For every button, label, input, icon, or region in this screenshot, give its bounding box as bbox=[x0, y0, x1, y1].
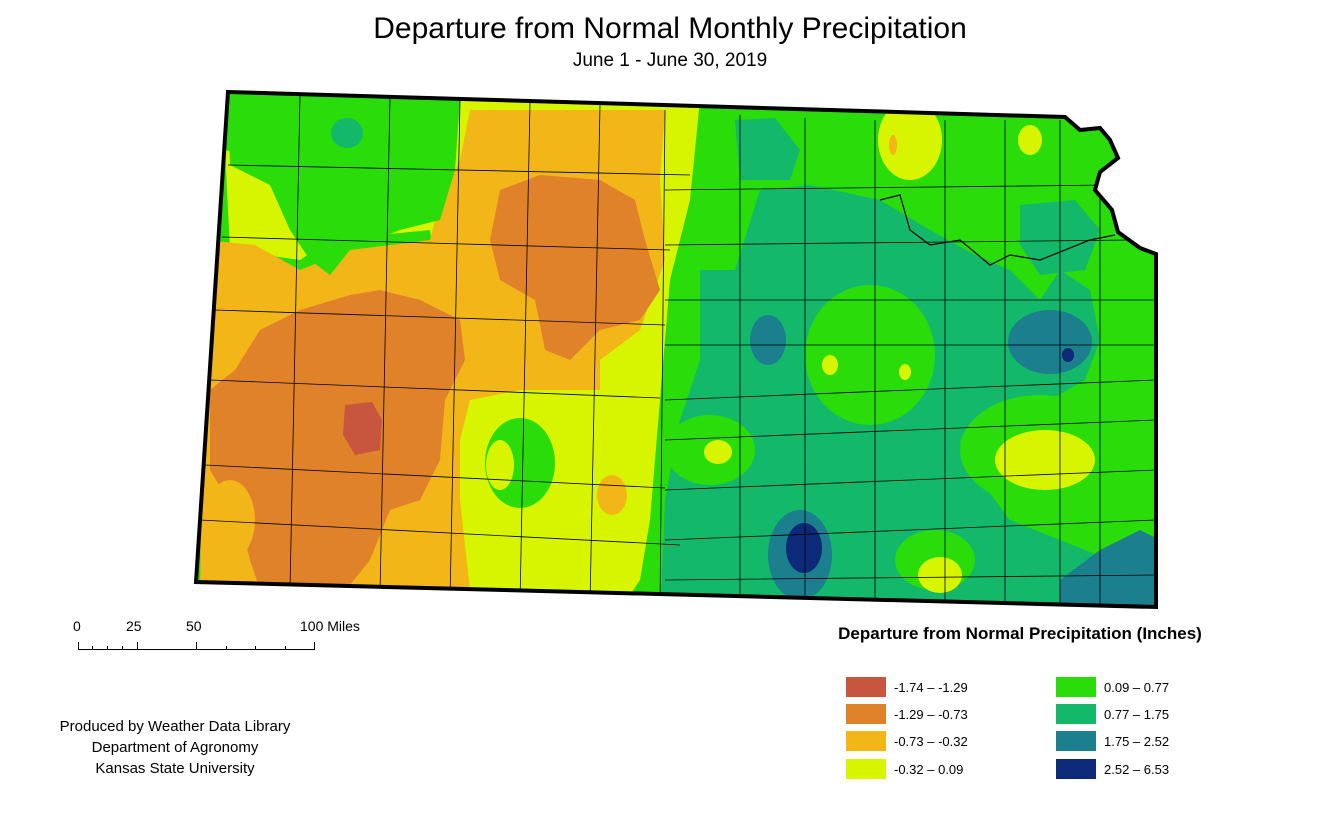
region-orange-north bbox=[490, 175, 660, 360]
region-yg-east-3 bbox=[1018, 125, 1042, 155]
legend-label: -1.29 – -0.73 bbox=[894, 706, 968, 722]
legend-swatch bbox=[846, 677, 886, 697]
legend-swatch bbox=[1056, 677, 1096, 697]
region-yellow-patch-s bbox=[597, 475, 627, 515]
credit-line: Kansas State University bbox=[95, 760, 255, 777]
region-teal-southeast bbox=[1060, 530, 1156, 607]
credits: Produced by Weather Data Library Departm… bbox=[20, 716, 330, 779]
scale-tick bbox=[314, 642, 315, 650]
map-subtitle: June 1 - June 30, 2019 bbox=[572, 50, 768, 71]
legend-swatch bbox=[846, 759, 886, 779]
region-yellow-patch-sw bbox=[205, 480, 255, 560]
legend-label: -0.73 – -0.32 bbox=[894, 733, 968, 749]
legend-swatch bbox=[1056, 759, 1096, 779]
scale-label-50: 50 bbox=[186, 618, 202, 634]
legend-label: -0.32 – 0.09 bbox=[894, 761, 964, 777]
scale-label-25: 25 bbox=[126, 618, 142, 634]
kansas-river bbox=[879, 194, 1116, 266]
region-teal-1 bbox=[750, 315, 786, 365]
legend-swatch bbox=[1056, 704, 1096, 724]
scale-label-100: 100 Miles bbox=[300, 618, 360, 634]
region-orange-southwest bbox=[210, 290, 465, 590]
region-north-teal bbox=[735, 118, 800, 180]
region-teal-2 bbox=[1008, 310, 1092, 374]
region-yg-east-4 bbox=[918, 557, 962, 593]
legend-label: 0.77 – 1.75 bbox=[1104, 706, 1170, 722]
region-red-patch bbox=[343, 402, 382, 455]
county-boundaries bbox=[199, 94, 1156, 607]
legend-item: 0.77 – 1.75 bbox=[1056, 704, 1169, 724]
scale-bar: 0 25 50 100 Miles bbox=[70, 615, 390, 655]
legend-label: 2.52 – 6.53 bbox=[1104, 761, 1170, 777]
legend-item: -0.32 – 0.09 bbox=[846, 759, 963, 779]
legend-label: -1.74 – -1.29 bbox=[894, 679, 968, 695]
scale-minor-tick bbox=[285, 646, 286, 650]
region-yg-east-7 bbox=[899, 364, 911, 380]
legend-item: 0.09 – 0.77 bbox=[1056, 677, 1169, 697]
legend-swatch bbox=[846, 731, 886, 751]
scale-minor-tick bbox=[255, 646, 256, 650]
region-navy-1 bbox=[786, 523, 822, 573]
legend-item: -1.29 – -0.73 bbox=[846, 704, 968, 724]
legend-title: Departure from Normal Precipitation (Inc… bbox=[838, 624, 1202, 643]
region-yg-inner bbox=[486, 440, 514, 490]
legend-label: 1.75 – 2.52 bbox=[1104, 733, 1170, 749]
scale-tick bbox=[78, 642, 79, 650]
region-northwest-green bbox=[228, 92, 460, 275]
legend-item: 1.75 – 2.52 bbox=[1056, 731, 1169, 751]
region-yg-east-5 bbox=[704, 440, 732, 464]
scale-minor-tick bbox=[107, 646, 108, 650]
legend-item: -0.73 – -0.32 bbox=[846, 731, 968, 751]
credit-line: Produced by Weather Data Library bbox=[59, 718, 291, 735]
scale-minor-tick bbox=[122, 646, 123, 650]
legend-item: -1.74 – -1.29 bbox=[846, 677, 968, 697]
region-northwest-teal bbox=[331, 118, 363, 148]
region-central-green bbox=[805, 285, 935, 425]
region-orange-small bbox=[889, 135, 897, 155]
region-yg-east-6 bbox=[822, 355, 838, 375]
state-outline bbox=[193, 89, 1158, 610]
legend-swatch bbox=[846, 704, 886, 724]
scale-label-0: 0 bbox=[73, 618, 81, 634]
legend-swatch bbox=[1056, 731, 1096, 751]
credit-line: Department of Agronomy bbox=[91, 739, 259, 756]
region-yg-east-1 bbox=[995, 430, 1095, 490]
region-navy-2 bbox=[1062, 348, 1074, 362]
scale-tick bbox=[137, 642, 138, 650]
scale-minor-tick bbox=[226, 646, 227, 650]
map-title: Departure from Normal Monthly Precipitat… bbox=[373, 12, 967, 45]
legend-label: 0.09 – 0.77 bbox=[1104, 679, 1170, 695]
scale-tick bbox=[196, 642, 197, 650]
scale-minor-tick bbox=[92, 646, 93, 650]
region-yg-east-2 bbox=[878, 100, 942, 180]
legend-item: 2.52 – 6.53 bbox=[1056, 759, 1169, 779]
